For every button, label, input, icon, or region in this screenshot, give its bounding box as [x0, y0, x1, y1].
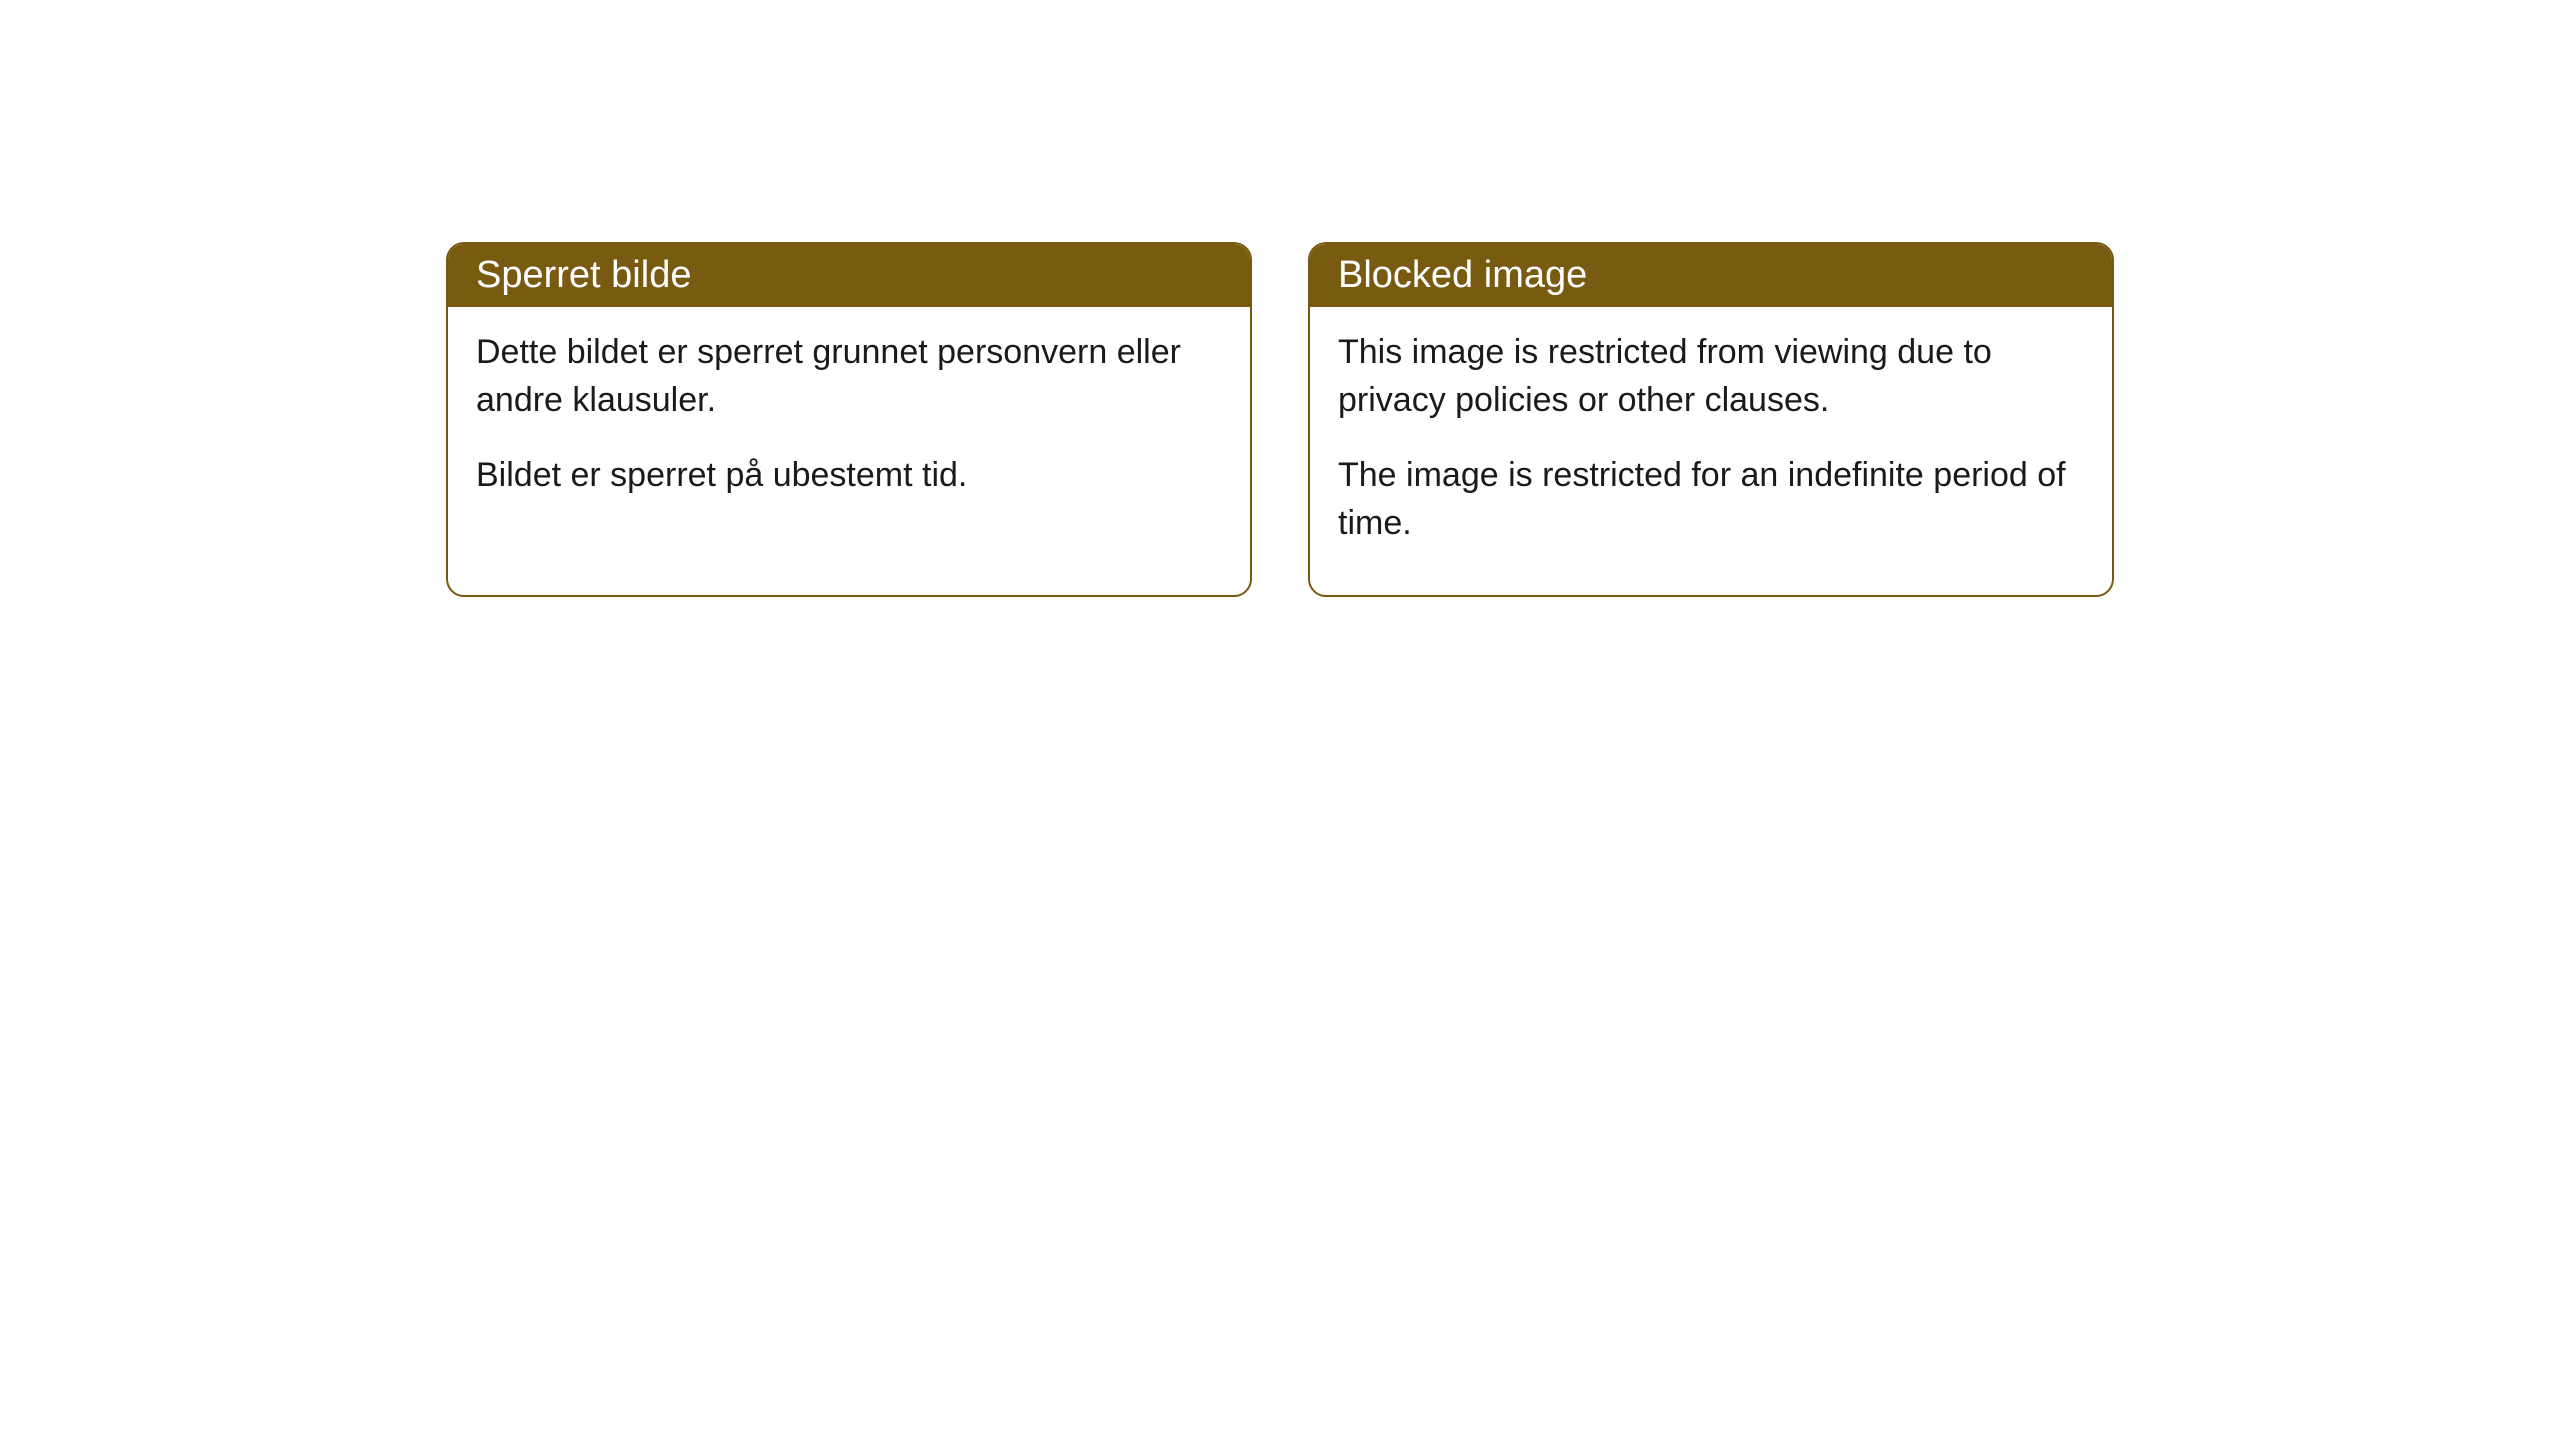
card-paragraph: The image is restricted for an indefinit… [1338, 452, 2084, 547]
notice-cards-container: Sperret bilde Dette bildet er sperret gr… [446, 242, 2114, 597]
card-paragraph: This image is restricted from viewing du… [1338, 329, 2084, 424]
card-body: This image is restricted from viewing du… [1310, 307, 2112, 595]
card-header: Sperret bilde [448, 244, 1250, 307]
card-paragraph: Dette bildet er sperret grunnet personve… [476, 329, 1222, 424]
card-title: Sperret bilde [476, 254, 691, 296]
card-header: Blocked image [1310, 244, 2112, 307]
card-paragraph: Bildet er sperret på ubestemt tid. [476, 452, 1222, 500]
notice-card-norwegian: Sperret bilde Dette bildet er sperret gr… [446, 242, 1252, 597]
card-title: Blocked image [1338, 254, 1587, 296]
notice-card-english: Blocked image This image is restricted f… [1308, 242, 2114, 597]
card-body: Dette bildet er sperret grunnet personve… [448, 307, 1250, 548]
